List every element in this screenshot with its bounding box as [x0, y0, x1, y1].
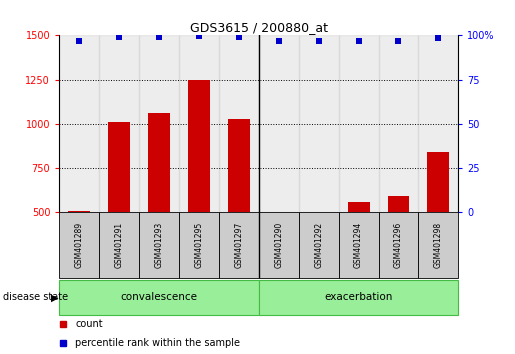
Text: count: count	[75, 319, 103, 329]
Point	[274, 38, 283, 44]
Bar	[99, 35, 139, 212]
Bar	[99, 212, 139, 278]
Text: GSM401293: GSM401293	[154, 222, 163, 268]
Text: exacerbation: exacerbation	[324, 292, 393, 302]
Bar	[427, 152, 450, 212]
Bar	[268, 212, 290, 218]
Bar	[148, 113, 170, 212]
Point	[235, 34, 243, 40]
Text: GSM401297: GSM401297	[234, 222, 243, 268]
Point	[354, 38, 363, 44]
Text: GSM401298: GSM401298	[434, 222, 443, 268]
Text: GSM401291: GSM401291	[115, 222, 124, 268]
Text: percentile rank within the sample: percentile rank within the sample	[75, 338, 240, 348]
Text: convalescence: convalescence	[121, 292, 198, 302]
Text: GSM401294: GSM401294	[354, 222, 363, 268]
Point	[115, 34, 123, 40]
Bar	[259, 35, 299, 212]
Bar	[59, 212, 99, 278]
Point	[315, 38, 323, 44]
Text: GSM401295: GSM401295	[195, 222, 203, 268]
Bar	[299, 35, 339, 212]
Point	[75, 38, 83, 44]
Text: GSM401296: GSM401296	[394, 222, 403, 268]
Text: disease state: disease state	[3, 292, 67, 302]
Bar	[348, 202, 370, 212]
Point	[155, 34, 163, 40]
Bar	[379, 212, 418, 278]
Point	[394, 38, 403, 44]
Bar	[228, 119, 250, 212]
Bar	[418, 35, 458, 212]
Bar	[108, 122, 130, 212]
Bar	[259, 212, 299, 278]
Bar	[219, 212, 259, 278]
Point	[434, 35, 442, 41]
Bar	[68, 211, 90, 212]
Bar	[219, 35, 259, 212]
Text: GSM401289: GSM401289	[75, 222, 83, 268]
Bar	[379, 35, 418, 212]
Text: GSM401290: GSM401290	[274, 222, 283, 268]
Bar	[259, 280, 458, 315]
Bar	[387, 196, 409, 212]
Bar	[59, 280, 259, 315]
Bar	[299, 212, 339, 278]
Text: GSM401292: GSM401292	[314, 222, 323, 268]
Bar	[418, 212, 458, 278]
Bar	[139, 212, 179, 278]
Bar	[179, 35, 219, 212]
Point	[195, 33, 203, 39]
Bar	[307, 212, 330, 218]
Bar	[188, 80, 210, 212]
Bar	[339, 35, 379, 212]
Bar	[179, 212, 219, 278]
Bar	[59, 35, 99, 212]
Bar	[139, 35, 179, 212]
Text: ▶: ▶	[50, 292, 58, 302]
Title: GDS3615 / 200880_at: GDS3615 / 200880_at	[190, 21, 328, 34]
Bar	[339, 212, 379, 278]
